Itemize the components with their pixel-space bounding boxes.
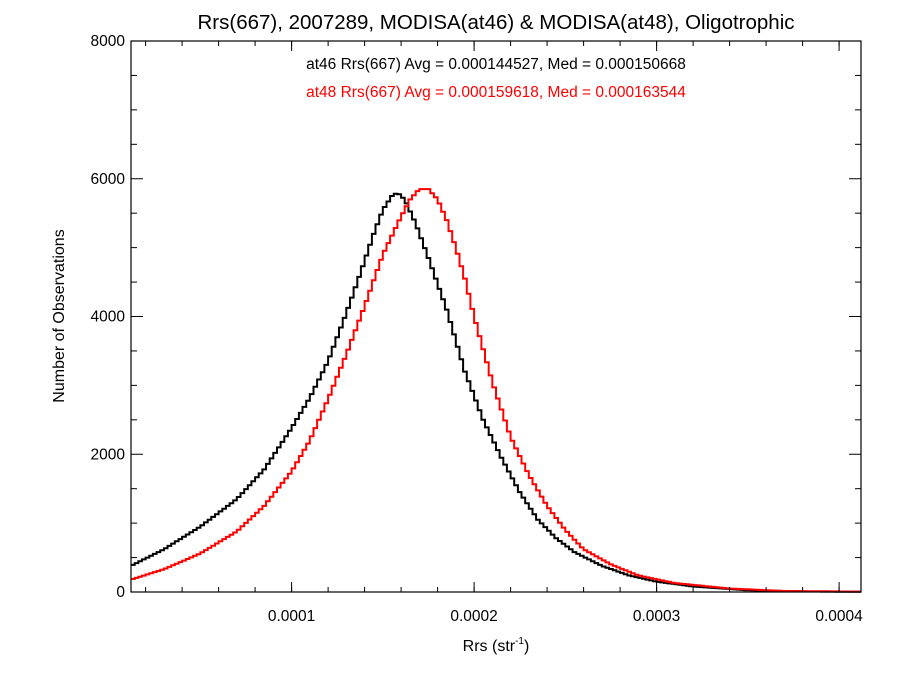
x-axis-label-sup: -1 — [515, 636, 524, 647]
annotation-at48: at48 Rrs(667) Avg = 0.000159618, Med = 0… — [306, 84, 686, 101]
x-tick-label: 0.0003 — [633, 608, 680, 625]
y-tick-label: 6000 — [91, 171, 126, 188]
y-tick-label: 2000 — [91, 446, 126, 463]
ticks-group: 0.0001 0.0002 0.0003 0.0004 0 2000 4000 6000 800… — [91, 33, 864, 625]
series-group — [131, 188, 861, 593]
x-tick-label: 0.0002 — [450, 608, 497, 625]
plot-frame — [130, 40, 862, 593]
x-axis-label-end: ) — [524, 638, 529, 655]
y-tick-label: 8000 — [91, 33, 126, 50]
chart-title: Rrs(667), 2007289, MODISA(at46) & MODISA… — [197, 11, 794, 34]
x-axis-label: Rrs (str-1) — [463, 636, 530, 655]
x-tick-label: 0.0001 — [268, 608, 315, 625]
y-axis-label: Number of Observations — [51, 229, 68, 402]
y-tick-label: 0 — [116, 584, 125, 601]
x-axis-label-main: Rrs (str — [463, 638, 516, 655]
x-tick-label: 0.0004 — [815, 608, 863, 625]
series-2-line — [131, 188, 861, 593]
annotation-at46: at46 Rrs(667) Avg = 0.000144527, Med = 0… — [306, 56, 686, 73]
y-tick-label: 4000 — [91, 309, 126, 326]
